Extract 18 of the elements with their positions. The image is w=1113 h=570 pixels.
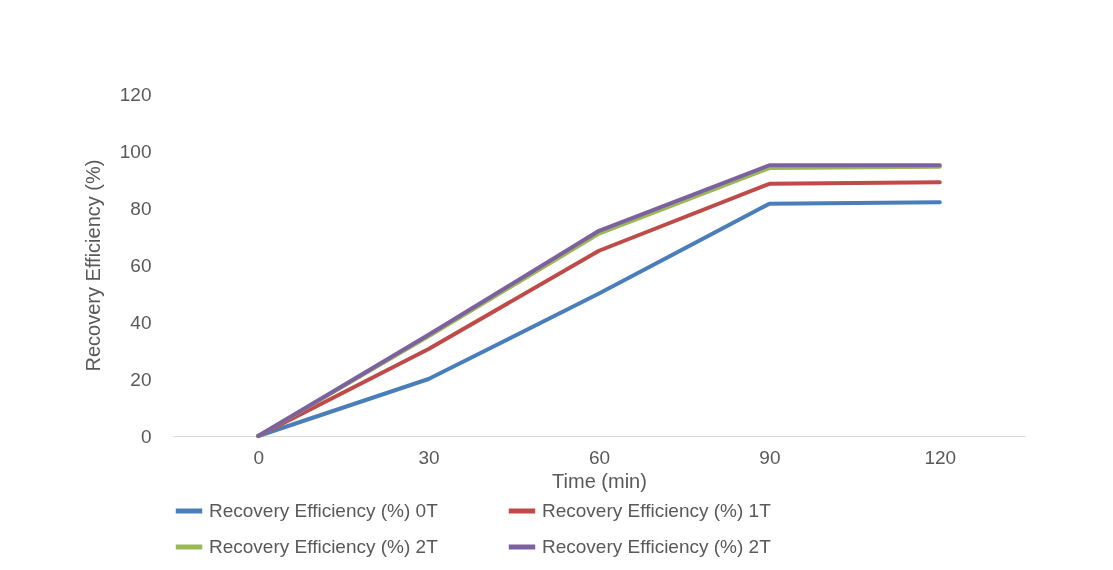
legend-label: Recovery Efficiency (%) 2T <box>542 536 772 557</box>
x-tick-label: 120 <box>924 446 957 468</box>
x-tick-label: 60 <box>588 446 611 468</box>
y-tick-label: 40 <box>130 311 152 333</box>
x-tick-label: 30 <box>418 446 440 468</box>
x-tick-label: 90 <box>759 446 781 468</box>
x-axis-title: Time (min) <box>552 469 647 492</box>
y-axis-title: Recovery Efficiency (%) <box>81 159 104 372</box>
legend-label: Recovery Efficiency (%) 0T <box>209 500 439 521</box>
y-tick-label: 100 <box>119 140 152 162</box>
y-tick-label: 0 <box>140 425 152 447</box>
y-tick-label: 80 <box>130 197 152 219</box>
legend-label: Recovery Efficiency (%) 2T <box>209 536 439 557</box>
y-tick-label: 120 <box>119 83 152 105</box>
x-tick-label: 0 <box>253 446 264 468</box>
y-tick-label: 20 <box>130 368 152 390</box>
legend-label: Recovery Efficiency (%) 1T <box>542 500 772 521</box>
y-tick-label: 60 <box>130 254 152 276</box>
